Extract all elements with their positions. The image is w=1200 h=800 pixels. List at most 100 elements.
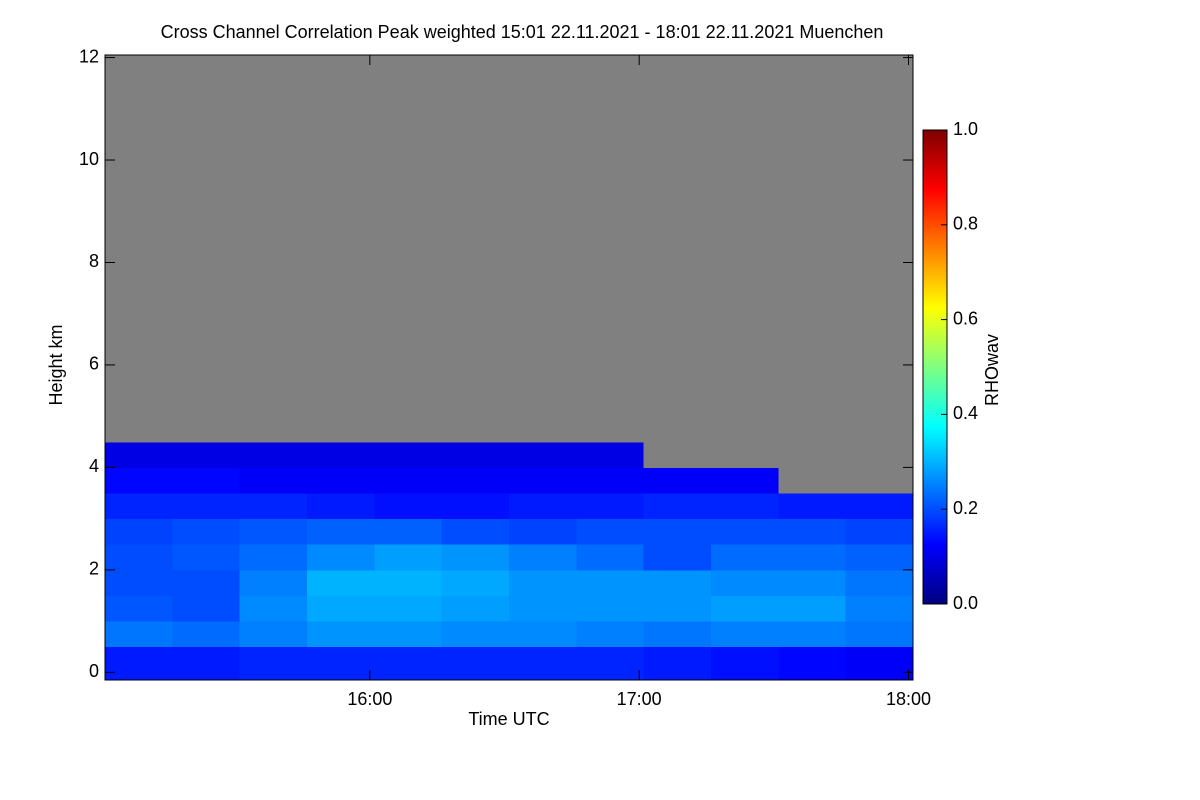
heatmap-cell [509, 185, 577, 212]
heatmap-cell [239, 518, 308, 545]
heatmap-cell [576, 467, 645, 494]
heatmap-cell [576, 134, 645, 161]
heatmap-cell [239, 160, 308, 187]
heatmap-cell [778, 621, 847, 648]
heatmap-cell [576, 544, 645, 571]
heatmap-cell [239, 83, 308, 110]
heatmap-cell [239, 339, 308, 366]
heatmap-cell [576, 262, 645, 289]
heatmap-cell [239, 493, 308, 520]
heatmap-cell [509, 262, 577, 289]
heatmap-cell [576, 55, 645, 84]
heatmap-cell [509, 390, 577, 417]
heatmap-cell [845, 236, 914, 263]
heatmap-cell [711, 236, 779, 263]
x-tick-label: 16:00 [347, 689, 392, 709]
heatmap-cell [509, 211, 577, 238]
heatmap-cell [105, 416, 173, 443]
heatmap-cell [845, 390, 914, 417]
heatmap-cell [374, 390, 443, 417]
heatmap-cell [845, 339, 914, 366]
heatmap-cell [105, 313, 173, 340]
heatmap-cell [374, 185, 443, 212]
heatmap-cell [711, 544, 779, 571]
heatmap-cell [441, 339, 510, 366]
heatmap-cell [374, 108, 443, 135]
x-tick-label: 18:00 [886, 689, 931, 709]
heatmap-cell [576, 288, 645, 315]
heatmap-cell [845, 288, 914, 315]
heatmap-cell [509, 55, 577, 84]
heatmap-cell [172, 467, 241, 494]
y-tick-label: 0 [89, 661, 99, 681]
heatmap-cell [778, 595, 847, 622]
heatmap-cell [172, 185, 241, 212]
heatmap-cell [307, 595, 375, 622]
heatmap-cell [307, 83, 375, 110]
colorbar [922, 129, 948, 605]
heatmap-cell [239, 134, 308, 161]
heatmap-cell [845, 493, 914, 520]
heatmap-cell [509, 288, 577, 315]
heatmap-cell [374, 55, 443, 84]
heatmap-cell [441, 134, 510, 161]
heatmap-cell [105, 646, 173, 681]
heatmap-cell [509, 544, 577, 571]
heatmap-cell [711, 416, 779, 443]
heatmap-cell [845, 441, 914, 468]
heatmap-cell [105, 544, 173, 571]
heatmap-cell [307, 236, 375, 263]
heatmap-cell [778, 493, 847, 520]
heatmap-cell [845, 595, 914, 622]
heatmap-cell [239, 595, 308, 622]
colorbar-tick-label: 0.6 [953, 308, 978, 328]
heatmap-cell [576, 441, 645, 468]
heatmap-cell [643, 518, 712, 545]
heatmap-cell [711, 185, 779, 212]
heatmap-cell [643, 339, 712, 366]
heatmap-cell [711, 134, 779, 161]
heatmap-cell [576, 339, 645, 366]
heatmap-cell [509, 236, 577, 263]
heatmap-cell [374, 211, 443, 238]
heatmap-cell [509, 467, 577, 494]
heatmap-cell [307, 646, 375, 681]
heatmap-cell [172, 160, 241, 187]
heatmap-cell [711, 441, 779, 468]
heatmap-cell [441, 467, 510, 494]
heatmap-cell [105, 236, 173, 263]
heatmap-cell [711, 108, 779, 135]
heatmap-cell [509, 160, 577, 187]
heatmap-cell [509, 134, 577, 161]
heatmap-cell [441, 544, 510, 571]
heatmap-cell [239, 313, 308, 340]
y-tick-label: 6 [89, 354, 99, 374]
heatmap-cell [576, 185, 645, 212]
heatmap-cell [509, 518, 577, 545]
heatmap-cell [576, 518, 645, 545]
heatmap-cell [172, 236, 241, 263]
heatmap-cell [374, 646, 443, 681]
heatmap-cell [711, 364, 779, 392]
heatmap-cell [239, 55, 308, 84]
heatmap-cell [845, 55, 914, 84]
heatmap-cell [172, 518, 241, 545]
heatmap-cell [441, 83, 510, 110]
heatmap-cell [778, 55, 847, 84]
heatmap-cell [576, 621, 645, 648]
heatmap-cell [643, 160, 712, 187]
heatmap-cell [307, 416, 375, 443]
heatmap-cell [374, 364, 443, 392]
heatmap-cell [239, 185, 308, 212]
heatmap-cell [845, 416, 914, 443]
heatmap-cell [441, 646, 510, 681]
heatmap-cell [643, 621, 712, 648]
heatmap-cell [778, 339, 847, 366]
y-tick-label: 4 [89, 456, 99, 476]
heatmap-cell [711, 595, 779, 622]
heatmap-cell [172, 262, 241, 289]
heatmap-cell [711, 467, 779, 494]
heatmap-cell [105, 364, 173, 392]
heatmap-cell [441, 55, 510, 84]
